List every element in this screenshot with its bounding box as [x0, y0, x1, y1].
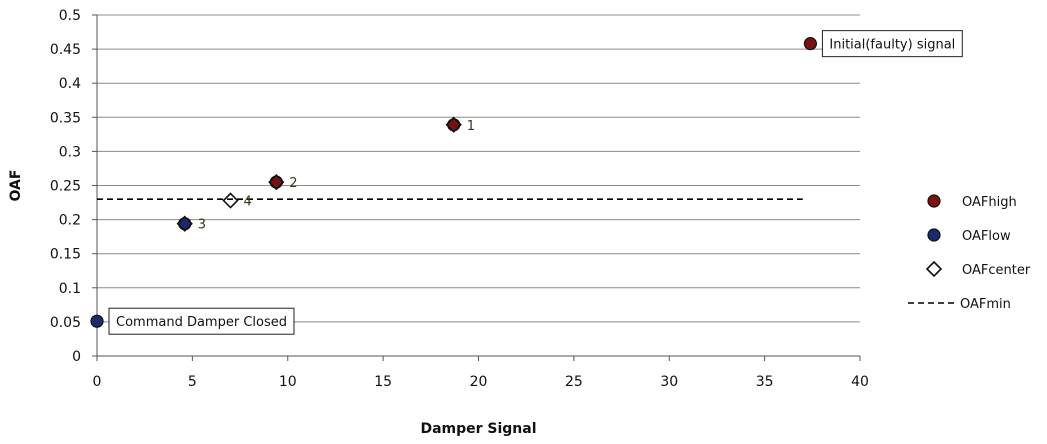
point-label: 2	[289, 176, 297, 191]
annotation-box	[108, 307, 295, 335]
y-tick-label: 0.35	[50, 110, 81, 126]
tick-labels: 0 0.05 0.1 0.15 0.2 0.25 0.3 0.35 0.4 0.45 0.5 0 5 10…	[50, 8, 869, 390]
point-label: 4	[244, 195, 252, 210]
gridlines	[97, 14, 860, 323]
x-tick-label: 10	[279, 374, 297, 390]
series-oafcenter	[176, 116, 462, 232]
oafhigh-point	[803, 37, 818, 51]
legend-marker	[925, 260, 943, 278]
annotation-box	[821, 30, 963, 58]
legend-label: OAFlow	[962, 229, 1011, 244]
oaflow-point	[178, 217, 192, 231]
legend: OAFhigh OAFlow OAFcenter OAFmin	[908, 194, 1031, 312]
y-tick-label: 0.2	[59, 213, 81, 229]
x-tick-label: 5	[188, 374, 197, 390]
y-axis-title: OAF	[8, 170, 24, 202]
series-oafhigh	[269, 37, 818, 189]
annotation-callout: Command Damper Closed	[108, 307, 295, 335]
oafcenter-point	[176, 215, 193, 232]
annotation-callout: Initial(faulty) signal	[821, 30, 963, 58]
oaflow-point	[90, 314, 104, 328]
legend-label: OAFcenter	[962, 263, 1031, 278]
y-tick-label: 0.25	[50, 179, 81, 195]
y-tick-label: 0.15	[50, 247, 81, 263]
x-tick-label: 25	[565, 374, 583, 390]
point-label: 1	[467, 119, 475, 134]
legend-label: OAFmin	[960, 297, 1011, 312]
y-tick-label: 0.05	[50, 315, 81, 331]
oafhigh-point	[269, 175, 283, 189]
y-tick-label: 0.1	[59, 281, 81, 297]
legend-item: OAFmin	[908, 297, 1011, 312]
x-tick-label: 40	[851, 374, 869, 390]
annotation-text: Initial(faulty) signal	[829, 38, 955, 53]
x-tick-label: 15	[374, 374, 392, 390]
y-tick-label: 0.3	[59, 144, 81, 160]
legend-item: OAFlow	[927, 228, 1011, 244]
x-tick-label: 0	[93, 374, 102, 390]
data-series	[90, 37, 818, 328]
oafcenter-point	[222, 192, 239, 209]
y-tick-label: 0.5	[59, 8, 81, 24]
x-tick-label: 35	[756, 374, 774, 390]
y-tick-label: 0.4	[59, 76, 81, 92]
oafcenter-point	[445, 116, 462, 133]
legend-marker	[927, 228, 941, 242]
y-tick-label: 0.45	[50, 42, 81, 58]
y-tick-label: 0	[72, 349, 81, 365]
annotation-text: Command Damper Closed	[116, 315, 287, 330]
legend-item: OAFhigh	[927, 194, 1017, 210]
x-tick-label: 20	[470, 374, 488, 390]
legend-label: OAFhigh	[962, 195, 1017, 210]
x-tick-label: 30	[660, 374, 678, 390]
legend-item: OAFcenter	[925, 260, 1031, 278]
x-axis-title: Damper Signal	[420, 421, 536, 437]
annotations: 1 2 3 4 Initial(faulty) signal Command Damper…	[108, 30, 963, 335]
point-label: 3	[198, 218, 206, 233]
oafhigh-point	[447, 118, 461, 132]
legend-marker	[927, 194, 941, 208]
oafcenter-point	[268, 173, 285, 191]
